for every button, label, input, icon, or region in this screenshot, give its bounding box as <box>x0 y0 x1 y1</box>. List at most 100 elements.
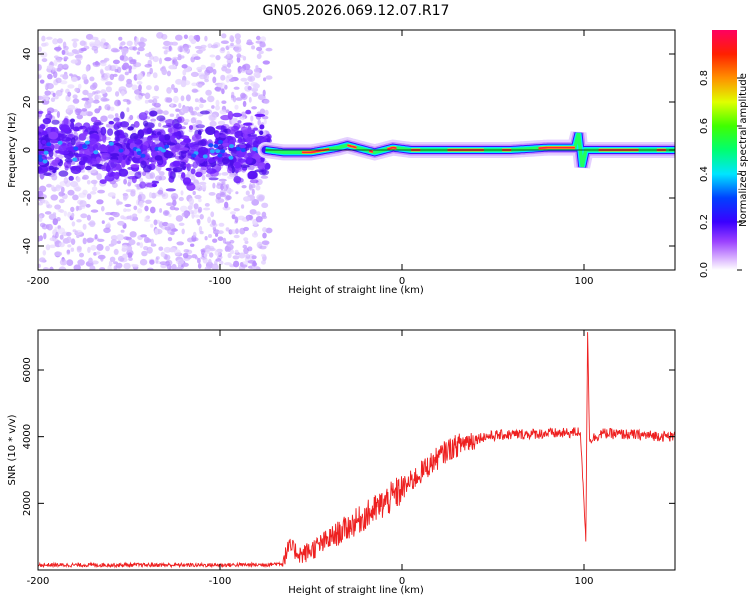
noise-blob <box>96 199 104 205</box>
noise-blob <box>171 84 175 90</box>
noise-blob <box>115 91 120 97</box>
noise-blob <box>190 71 199 77</box>
signal-blob <box>130 123 135 129</box>
noise-blob <box>72 41 78 48</box>
noise-blob <box>38 64 42 71</box>
noise-blob <box>61 49 66 56</box>
signal-blob <box>64 158 74 163</box>
noise-blob <box>67 104 76 111</box>
signal-blob <box>238 138 247 143</box>
noise-blob <box>114 69 119 73</box>
noise-blob <box>238 252 246 259</box>
noise-blob <box>164 97 170 103</box>
noise-blob <box>174 249 181 256</box>
noise-blob <box>155 175 163 181</box>
noise-blob <box>110 235 118 241</box>
noise-blob <box>54 251 63 257</box>
noise-blob <box>262 227 267 233</box>
noise-blob <box>256 211 261 216</box>
signal-blob <box>247 133 258 137</box>
signal-blob <box>177 116 182 123</box>
signal-blob-strong <box>164 144 170 149</box>
noise-blob <box>72 98 80 104</box>
signal-blob <box>53 143 61 150</box>
signal-blob <box>63 117 69 126</box>
noise-blob <box>259 245 267 250</box>
signal-blob <box>130 164 140 168</box>
signal-blob <box>151 183 158 188</box>
signal-blob-strong <box>229 144 235 149</box>
noise-blob <box>211 105 215 109</box>
noise-blob <box>96 173 102 181</box>
noise-blob <box>153 219 158 226</box>
noise-blob <box>159 57 162 65</box>
signal-blob <box>227 126 235 135</box>
noise-blob <box>144 92 151 100</box>
noise-blob <box>50 194 59 201</box>
signal-blob <box>134 171 142 179</box>
signal-blob <box>89 138 97 145</box>
signal-blob <box>162 124 172 128</box>
noise-blob <box>91 100 100 104</box>
signal-blob-strong <box>252 147 258 152</box>
noise-blob <box>215 258 222 262</box>
noise-blob <box>251 188 255 196</box>
noise-blob <box>91 45 99 51</box>
signal-blob <box>234 177 244 183</box>
noise-blob <box>43 232 47 240</box>
noise-blob <box>169 113 175 117</box>
noise-blob <box>175 108 180 112</box>
noise-blob <box>178 102 182 109</box>
noise-blob <box>46 36 53 40</box>
noise-blob <box>79 40 86 46</box>
signal-blob <box>191 133 202 142</box>
noise-blob <box>220 191 225 196</box>
noise-blob <box>81 97 90 101</box>
noise-blob <box>55 231 59 239</box>
noise-blob <box>188 35 194 42</box>
noise-blob <box>250 115 254 122</box>
noise-blob <box>196 219 201 224</box>
signal-blob <box>173 132 180 137</box>
signal-blob <box>89 145 94 153</box>
noise-blob <box>215 55 221 61</box>
noise-blob <box>89 76 95 82</box>
noise-blob <box>78 192 87 198</box>
snr-ticks: -200 -100 0 100 2000 4000 6000 <box>22 330 675 587</box>
noise-blob <box>39 257 46 263</box>
noise-blob <box>246 215 250 222</box>
noise-blob <box>265 227 273 234</box>
signal-blob <box>142 120 149 127</box>
noise-blob <box>130 189 136 194</box>
noise-blob <box>89 265 96 270</box>
noise-blob <box>44 211 52 215</box>
noise-blob <box>90 244 97 251</box>
noise-blob <box>172 199 177 207</box>
signal-blob <box>142 171 147 177</box>
signal-blob <box>178 154 185 160</box>
band-core-red <box>369 150 374 153</box>
noise-blob <box>176 267 180 270</box>
noise-blob <box>253 71 261 78</box>
noise-blob <box>225 188 234 193</box>
noise-blob <box>122 66 127 71</box>
noise-blob <box>149 172 156 179</box>
noise-blob <box>262 130 266 136</box>
noise-blob <box>101 205 105 212</box>
noise-blob <box>152 56 159 63</box>
noise-blob <box>91 260 99 265</box>
noise-blob <box>203 252 208 258</box>
noise-blob <box>191 82 198 87</box>
noise-blob <box>79 200 87 207</box>
noise-blob <box>175 215 184 222</box>
noise-blob <box>150 118 157 122</box>
noise-blob <box>171 41 178 46</box>
noise-blob <box>85 65 90 72</box>
noise-blob <box>258 50 264 55</box>
noise-blob <box>132 46 138 51</box>
noise-blob <box>149 55 154 60</box>
noise-blob <box>118 74 125 82</box>
signal-blob <box>85 165 92 171</box>
signal-blob <box>163 134 171 141</box>
noise-blob <box>203 207 211 211</box>
